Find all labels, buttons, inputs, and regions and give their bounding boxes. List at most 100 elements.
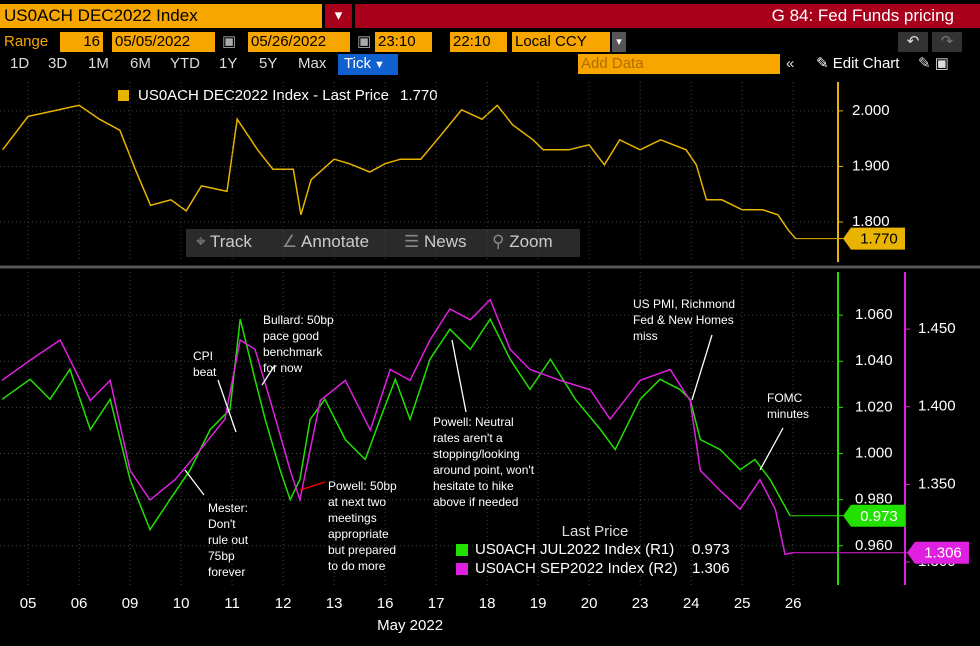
- y-tick-label: 1.020: [855, 398, 893, 415]
- y-tick-label: 1.040: [855, 352, 893, 369]
- legend-value: 1.306: [692, 560, 730, 577]
- ticker[interactable]: US0ACH DEC2022 Index: [0, 4, 322, 28]
- calendar-icon[interactable]: ▣: [222, 33, 237, 50]
- annotation: CPI beat: [193, 349, 217, 379]
- calendar-icon[interactable]: ▣: [357, 33, 372, 50]
- y-tick-label: 0.960: [855, 537, 893, 554]
- tool-label[interactable]: Zoom: [509, 232, 553, 251]
- legend-label: US0ACH SEP2022 Index (R2): [475, 560, 678, 577]
- period-button[interactable]: 1D: [10, 55, 30, 72]
- x-tick-label: 17: [428, 595, 445, 612]
- currency[interactable]: Local CCY: [512, 32, 610, 52]
- tool-label[interactable]: News: [423, 232, 467, 251]
- period-button[interactable]: Max: [298, 55, 327, 72]
- legend-swatch: [456, 544, 468, 556]
- price-tag: [843, 504, 905, 527]
- annotation-arrow: [451, 339, 467, 413]
- y-tick-label: 1.000: [855, 444, 893, 461]
- x-tick-label: 23: [632, 595, 649, 612]
- edit-chart[interactable]: ✎ Edit Chart: [816, 55, 900, 72]
- legend-swatch: [118, 90, 129, 101]
- tool-icon[interactable]: ⚲: [492, 232, 510, 251]
- legend-value: 1.770: [400, 87, 438, 104]
- x-tick-label: 11: [224, 595, 240, 612]
- x-tick-label: 06: [71, 595, 88, 612]
- chart-tool[interactable]: ⚲ Zoom: [492, 232, 553, 252]
- edit-chart-label[interactable]: Edit Chart: [832, 55, 900, 72]
- y-tick-label: 1.800: [852, 213, 890, 230]
- end-time[interactable]: 22:10: [450, 32, 507, 52]
- price-tag-label: 1.770: [860, 231, 898, 248]
- period-button[interactable]: 1Y: [219, 55, 238, 72]
- tool-label[interactable]: Track: [210, 232, 252, 251]
- period-button[interactable]: 5Y: [259, 55, 278, 72]
- legend-label: US0ACH DEC2022 Index - Last Price: [138, 87, 389, 104]
- x-tick-label: 13: [326, 595, 343, 612]
- tool-icon[interactable]: ∠: [282, 232, 302, 251]
- settings-icons[interactable]: ✎ ▣: [918, 55, 949, 72]
- annotation: Powell: 50bp at next two meetings approp…: [328, 479, 397, 573]
- collapse[interactable]: «: [786, 55, 795, 72]
- price-line: [1, 317, 791, 532]
- annotation-arrow: [261, 364, 276, 386]
- x-tick-label: 20: [581, 595, 598, 612]
- chart-toolbar: [186, 229, 580, 257]
- range-label: Range: [4, 33, 49, 50]
- x-tick-label: 24: [683, 595, 700, 612]
- y2-tick-label: 1.350: [918, 475, 956, 492]
- y-tick-label: 0.980: [855, 491, 893, 508]
- x-tick-label: 16: [377, 595, 394, 612]
- tool-label[interactable]: Annotate: [301, 232, 370, 251]
- legend-label: US0ACH JUL2022 Index (R1): [475, 541, 674, 558]
- annotation: Mester: Don't rule out 75bp forever: [208, 501, 249, 579]
- function-title: G 84: Fed Funds pricing: [355, 4, 980, 28]
- x-tick-label: 18: [479, 595, 496, 612]
- range-input[interactable]: 16: [60, 32, 103, 52]
- period-button[interactable]: 3D: [48, 55, 68, 72]
- annotation: Bullard: 50bp pace good benchmark for no…: [263, 313, 334, 375]
- y-tick-label: 1.060: [855, 306, 893, 323]
- x-tick-label: 05: [20, 595, 37, 612]
- end-date[interactable]: 05/26/2022: [248, 32, 350, 52]
- y2-tick-label: 1.400: [918, 398, 956, 415]
- x-tick-label: 09: [122, 595, 139, 612]
- y2-tick-label: 1.450: [918, 320, 956, 337]
- period-button[interactable]: 6M: [130, 55, 151, 72]
- chart-tool[interactable]: ∠ Annotate: [282, 232, 369, 252]
- price-line: [2, 104, 797, 240]
- y-tick-label: 2.000: [852, 102, 890, 119]
- x-tick-label: 12: [275, 595, 292, 612]
- period-button[interactable]: YTD: [170, 55, 200, 72]
- price-tag: [907, 541, 969, 564]
- x-tick-label: 26: [785, 595, 802, 612]
- annotation: FOMC minutes: [767, 391, 810, 421]
- annotation-arrow: [691, 334, 713, 401]
- legend-swatch: [456, 563, 468, 575]
- price-line: [1, 298, 794, 556]
- x-tick-label: 10: [173, 595, 190, 612]
- currency-dropdown[interactable]: ▾: [612, 32, 626, 52]
- chart-tool[interactable]: ☰ News: [404, 232, 466, 252]
- period-button[interactable]: Tick ▼: [338, 54, 398, 75]
- ticker-dropdown[interactable]: ▾: [325, 4, 352, 28]
- price-tag: [843, 227, 905, 250]
- annotation-arrow: [184, 469, 205, 496]
- redo[interactable]: ↷: [932, 32, 962, 52]
- tool-icon[interactable]: ☰: [404, 232, 424, 251]
- undo[interactable]: ↶: [898, 32, 928, 52]
- annotation: Powell: Neutral rates aren't a stopping/…: [433, 415, 535, 509]
- tool-icon[interactable]: ⌖: [196, 232, 210, 251]
- annotation-arrow: [217, 379, 237, 433]
- period-button[interactable]: 1M: [88, 55, 109, 72]
- chart-tool[interactable]: ⌖ Track: [196, 232, 252, 252]
- legend-value: 0.973: [692, 541, 730, 558]
- start-time[interactable]: 23:10: [375, 32, 432, 52]
- dropdown-icon[interactable]: ▼: [370, 59, 385, 71]
- add-data[interactable]: Add Data: [578, 54, 780, 74]
- price-tag-label: 0.973: [860, 508, 898, 525]
- start-date[interactable]: 05/05/2022: [112, 32, 215, 52]
- price-tag-label: 1.306: [924, 545, 962, 562]
- y-tick-label: 1.900: [852, 157, 890, 174]
